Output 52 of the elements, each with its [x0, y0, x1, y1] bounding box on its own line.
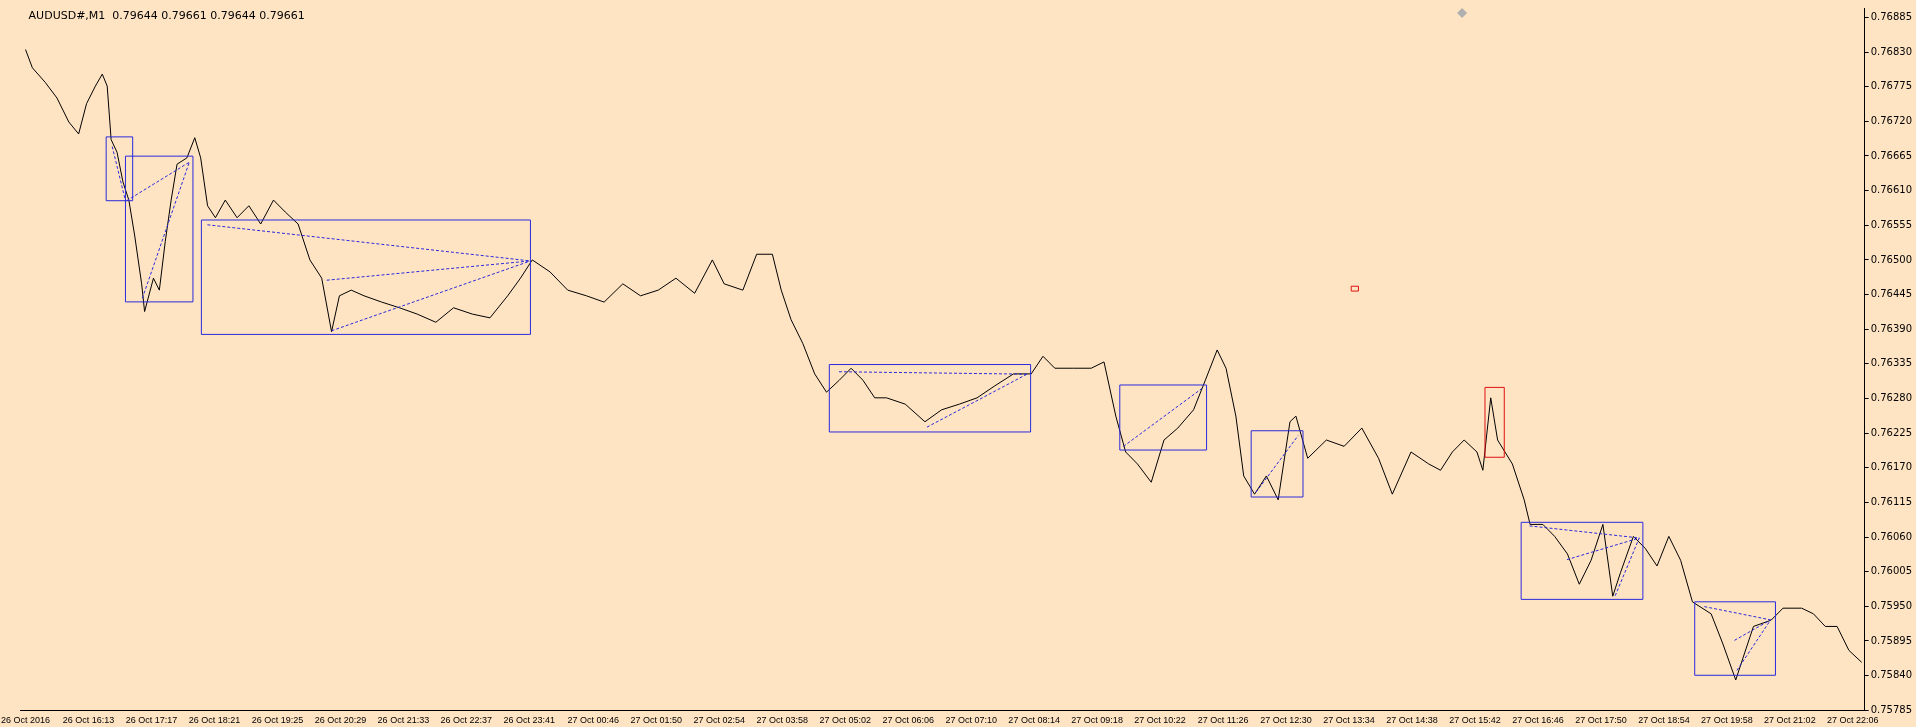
x-tick-label: 27 Oct 17:50 [1575, 715, 1627, 726]
x-tick-label: 26 Oct 16:13 [62, 715, 115, 726]
y-tick-label: 0.76390 [1870, 322, 1913, 334]
x-tick-label: 27 Oct 21:02 [1764, 715, 1816, 726]
x-tick-label: 26 Oct 17:17 [125, 715, 178, 726]
y-tick-label: 0.76500 [1870, 253, 1913, 265]
x-tick-label: 27 Oct 11:26 [1197, 715, 1249, 726]
x-tick-label: 27 Oct 22:06 [1827, 715, 1879, 726]
x-tick-label: 27 Oct 15:42 [1449, 715, 1501, 726]
y-tick-label: 0.76115 [1870, 495, 1913, 507]
y-tick-label: 0.76170 [1870, 461, 1913, 473]
x-tick-label: 27 Oct 12:30 [1260, 715, 1312, 726]
x-tick-label: 26 Oct 21:33 [377, 715, 430, 726]
chart-title: AUDUSD#,M1 0.79644 0.79661 0.79644 0.79661 [28, 9, 305, 23]
y-tick-label: 0.75840 [1870, 669, 1913, 681]
x-tick-label: 27 Oct 13:34 [1323, 715, 1375, 726]
y-tick-label: 0.76225 [1870, 426, 1913, 438]
y-tick-label: 0.76610 [1870, 184, 1913, 196]
y-tick-label: 0.76665 [1870, 149, 1913, 161]
y-tick-label: 0.76060 [1870, 530, 1913, 542]
x-tick-label: 26 Oct 23:41 [503, 715, 556, 726]
x-tick-label: 26 Oct 2016 [0, 715, 51, 726]
y-tick-label: 0.75895 [1870, 634, 1913, 646]
x-tick-label: 27 Oct 01:50 [630, 715, 683, 726]
x-tick-label: 26 Oct 19:25 [251, 715, 304, 726]
x-tick-label: 27 Oct 02:54 [693, 715, 746, 726]
x-tick-label: 27 Oct 10:22 [1134, 715, 1186, 726]
x-tick-label: 27 Oct 09:18 [1071, 715, 1123, 726]
x-tick-label: 27 Oct 05:02 [819, 715, 871, 726]
x-tick-label: 26 Oct 22:37 [440, 715, 493, 726]
x-tick-label: 27 Oct 19:58 [1701, 715, 1753, 726]
y-tick-label: 0.76335 [1870, 357, 1913, 369]
x-tick-label: 26 Oct 18:21 [188, 715, 241, 726]
x-tick-label: 27 Oct 08:14 [1008, 715, 1060, 726]
y-tick-label: 0.75950 [1870, 599, 1913, 611]
x-tick-label: 27 Oct 18:54 [1638, 715, 1690, 726]
y-tick-label: 0.76720 [1870, 114, 1913, 126]
x-tick-label: 27 Oct 07:10 [945, 715, 997, 726]
y-tick-label: 0.76830 [1870, 45, 1913, 57]
x-tick-label: 27 Oct 14:38 [1386, 715, 1438, 726]
y-tick-label: 0.76005 [1870, 565, 1913, 577]
x-tick-label: 27 Oct 00:46 [567, 715, 620, 726]
y-tick-label: 0.76775 [1870, 80, 1913, 92]
y-tick-label: 0.75785 [1870, 703, 1913, 715]
y-tick-label: 0.76885 [1870, 11, 1913, 23]
y-tick-label: 0.76280 [1870, 392, 1913, 404]
x-tick-label: 27 Oct 16:46 [1512, 715, 1564, 726]
x-tick-label: 26 Oct 20:29 [314, 715, 367, 726]
y-tick-label: 0.76555 [1870, 218, 1913, 230]
x-tick-label: 27 Oct 06:06 [882, 715, 934, 726]
x-tick-label: 27 Oct 03:58 [756, 715, 808, 726]
y-tick-label: 0.76445 [1870, 288, 1913, 300]
